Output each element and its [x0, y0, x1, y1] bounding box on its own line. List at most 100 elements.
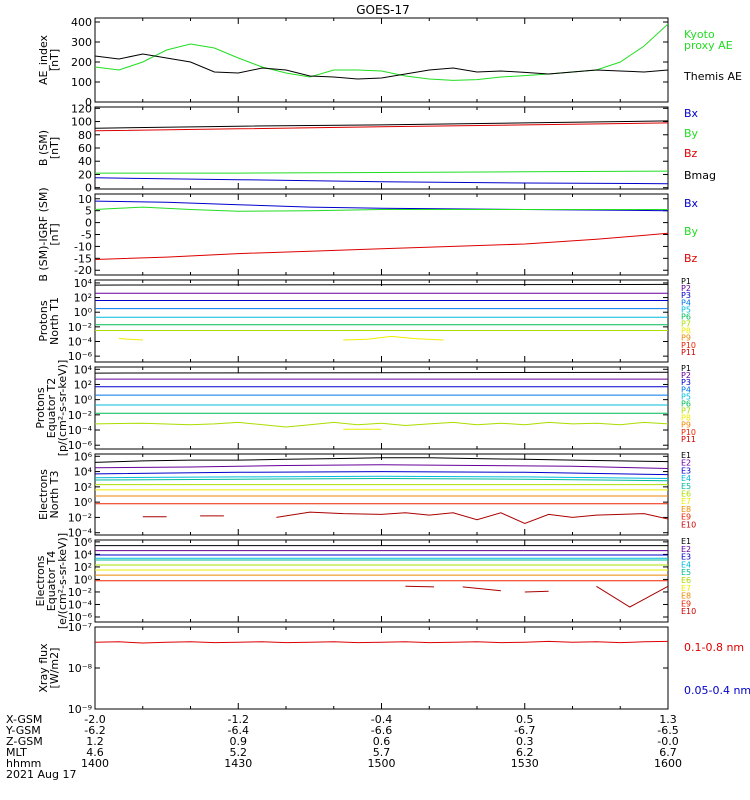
legend-entry: proxy AE — [684, 39, 733, 52]
x-row-value: -6.5 — [657, 724, 678, 737]
legend-entry: P10 — [681, 341, 696, 350]
y-axis-label: [nT] — [48, 223, 61, 245]
panel-frame — [94, 626, 669, 710]
legend-entry: P3 — [681, 378, 691, 387]
y-tick-label: 10⁻² — [68, 321, 92, 334]
x-row-value: 0.9 — [230, 735, 248, 748]
y-axis-label: Equator T2 — [45, 378, 58, 438]
y-axis-label: Protons — [34, 387, 47, 428]
legend-entry: Bz — [684, 147, 698, 160]
x-axis-date: 2021 Aug 17 — [6, 768, 76, 781]
legend-entry: Themis AE — [683, 70, 742, 83]
y-tick-label: 10 — [78, 193, 92, 206]
legend-entry: P5 — [681, 392, 691, 401]
legend-entry: E7 — [681, 497, 691, 506]
series-bz — [95, 122, 668, 132]
legend-entry: P4 — [681, 298, 691, 307]
legend-entry: E6 — [681, 576, 691, 585]
series-group — [95, 283, 668, 341]
legend-entry: P8 — [681, 327, 691, 336]
y-tick-label: -10 — [74, 240, 92, 253]
y-tick-label: 10⁰ — [74, 394, 93, 407]
panel-frame — [94, 193, 669, 276]
y-axis-label: [p/(cm²-s-sr-keV)] — [56, 360, 69, 457]
series-group — [95, 120, 668, 185]
series-p8 — [118, 338, 143, 341]
x-row-value: 0.5 — [516, 713, 534, 726]
series-e2 — [95, 464, 668, 469]
legend-entry: E2 — [681, 545, 691, 554]
legend-entry: E8 — [681, 592, 691, 601]
legend-entry: P9 — [681, 334, 691, 343]
legend-entry: P11 — [681, 348, 696, 357]
x-row-value: 5.2 — [230, 746, 248, 759]
series-p7 — [95, 421, 668, 428]
x-row-value: 1430 — [224, 757, 252, 770]
y-tick-label: 0 — [85, 182, 92, 195]
y-axis-label: [nT] — [48, 137, 61, 159]
y-axis-label: AE_index — [37, 34, 50, 85]
x-row-value: 6.7 — [659, 746, 677, 759]
series-e10 — [524, 590, 549, 593]
x-row-value: 1530 — [511, 757, 539, 770]
y-tick-label: 10⁴ — [74, 277, 93, 290]
series-e4 — [95, 475, 668, 479]
y-tick-label: 200 — [71, 56, 92, 69]
series-e10 — [276, 511, 668, 525]
legend-entry: E5 — [681, 482, 691, 491]
legend-entry: P2 — [681, 371, 691, 380]
y-axis-label: Equator T4 — [45, 551, 58, 611]
x-row-value: -6.4 — [228, 724, 249, 737]
legend-entry: By — [684, 225, 699, 238]
series-group — [95, 23, 668, 81]
series-e3 — [95, 471, 668, 476]
y-tick-label: 10⁻⁹ — [68, 703, 92, 716]
series-by — [95, 206, 668, 212]
series-group — [95, 200, 668, 260]
x-row-value: 4.6 — [86, 746, 104, 759]
legend-entry: P7 — [681, 407, 691, 416]
legend-entry: E8 — [681, 505, 691, 514]
legend-entry: E4 — [681, 474, 691, 483]
y-tick-label: 10⁻⁶ — [68, 611, 93, 624]
panel-frame — [94, 106, 669, 190]
series-group — [95, 640, 668, 644]
x-row-value: 1400 — [81, 757, 109, 770]
legend-entry: P3 — [681, 291, 691, 300]
x-row-value: -6.6 — [371, 724, 392, 737]
series-group — [95, 371, 668, 430]
y-tick-label: 10⁻⁴ — [68, 336, 93, 349]
y-tick-label: 0 — [85, 217, 92, 230]
y-tick-label: 10² — [74, 561, 92, 574]
y-tick-label: 10⁶ — [74, 536, 93, 549]
y-tick-label: 10⁻² — [68, 409, 92, 422]
legend-entry: E3 — [681, 466, 691, 475]
legend-entry: P1 — [681, 364, 691, 373]
legend-entry: P7 — [681, 320, 691, 329]
series-group — [95, 545, 668, 608]
series-p1 — [95, 371, 668, 374]
legend-entry: E1 — [681, 451, 691, 460]
legend-entry: P1 — [681, 277, 691, 286]
series-bmag — [95, 120, 668, 129]
legend: Bx By Bz — [684, 197, 699, 265]
y-tick-label: 10⁻⁸ — [68, 662, 93, 675]
x-row-value: 6.2 — [516, 746, 534, 759]
y-tick-label: 40 — [78, 155, 92, 168]
y-tick-label: 10⁴ — [74, 466, 93, 479]
legend-entry: E6 — [681, 490, 691, 499]
x-row-value: 1.3 — [659, 713, 677, 726]
y-axis-label: B (SM)-IGRF (SM) — [37, 187, 50, 281]
x-row-value: -2.0 — [84, 713, 105, 726]
legend-entry: P5 — [681, 305, 691, 314]
series-e10 — [596, 585, 668, 608]
x-row-value: 1600 — [654, 757, 682, 770]
